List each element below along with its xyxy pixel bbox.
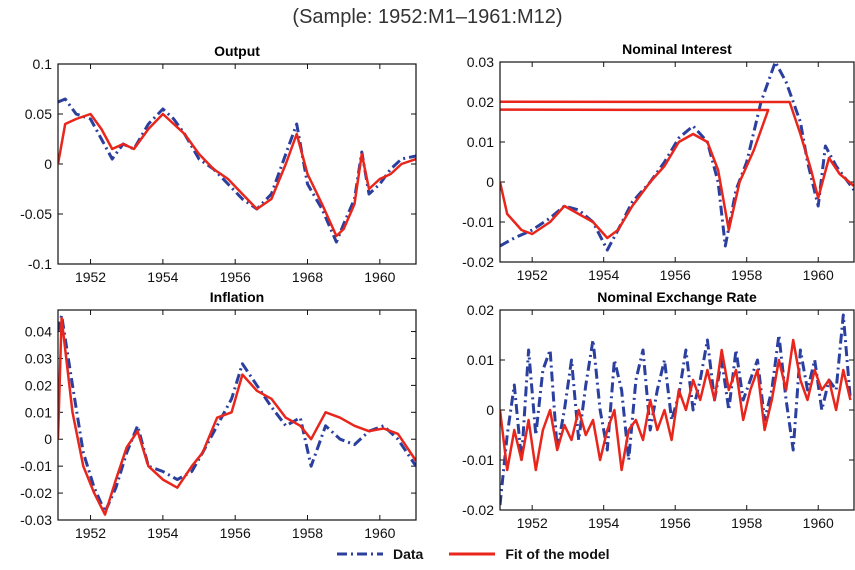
y-tick-label: 0.01	[467, 134, 494, 150]
legend-swatch-fit	[449, 552, 496, 556]
y-tick-label: 0	[44, 156, 52, 172]
y-tick-label: 0	[486, 174, 494, 190]
y-tick-label: 0.01	[25, 404, 52, 420]
figure-title: (Sample: 1952:M1–1961:M12)	[292, 6, 563, 28]
series-fit-line	[58, 316, 416, 516]
x-tick-label: 1952	[75, 525, 106, 541]
legend-swatch-data	[337, 552, 383, 556]
series-data-line	[58, 313, 416, 514]
y-tick-label: 0	[486, 402, 494, 418]
x-tick-label: 1954	[147, 525, 178, 541]
y-tick-label: 0.02	[25, 377, 52, 393]
legend-label-fit: Fit of the model	[505, 546, 610, 562]
series-fit-line	[500, 100, 854, 240]
x-tick-label: 1958	[731, 515, 762, 531]
x-tick-label: 1958	[731, 267, 762, 283]
x-tick-label: 1960	[364, 269, 395, 285]
panel-title: Output	[214, 43, 260, 59]
series-data-line	[500, 62, 854, 252]
y-tick-label: -0.1	[28, 256, 52, 272]
y-tick-label: 0.1	[33, 56, 53, 72]
panel-3: Nominal Exchange Rate -0.02 -0.01 0 0.01 0.02…	[462, 289, 855, 531]
y-tick-label: 0.04	[25, 324, 52, 340]
panel-2: Inflation -0.03 -0.02 -0.01 0 0.01 0.02 0.03 0.0…	[20, 289, 417, 541]
plot-frame	[57, 309, 417, 521]
y-tick-label: -0.01	[20, 458, 52, 474]
y-tick-label: 0	[44, 431, 52, 447]
x-tick-label: 1956	[220, 525, 251, 541]
x-tick-label: 1954	[147, 269, 178, 285]
panel-1: Nominal Interest -0.02 -0.01 0 0.01 0.02 0.03 1…	[462, 41, 855, 283]
y-tick-label: -0.03	[20, 512, 52, 528]
x-tick-label: 1956	[220, 269, 251, 285]
legend-item-fit: Fit of the model	[447, 546, 610, 562]
y-tick-label: -0.05	[20, 206, 52, 222]
y-tick-label: 0.03	[25, 350, 52, 366]
y-tick-label: -0.02	[462, 502, 494, 518]
x-tick-label: 1960	[364, 525, 395, 541]
x-tick-label: 1954	[588, 515, 619, 531]
plot-frame	[57, 63, 417, 265]
y-tick-label: 0.05	[25, 106, 52, 122]
series-data-line	[58, 97, 416, 244]
y-tick-label: -0.01	[462, 452, 494, 468]
x-tick-label: 1952	[75, 269, 106, 285]
x-tick-label: 1956	[660, 515, 691, 531]
y-tick-label: -0.02	[462, 254, 494, 270]
x-tick-label: 1960	[803, 267, 834, 283]
series-fit-line	[500, 338, 852, 472]
legend-label-data: Data	[393, 546, 424, 562]
legend-item-data: Data	[335, 546, 423, 562]
x-tick-label: 1958	[292, 525, 323, 541]
panel-title: Nominal Interest	[622, 41, 732, 57]
plot-frame	[499, 309, 855, 511]
x-tick-label: 1960	[803, 515, 834, 531]
y-tick-label: -0.02	[20, 485, 52, 501]
y-tick-label: -0.01	[462, 214, 494, 230]
y-tick-label: 0.02	[467, 302, 494, 318]
y-tick-label: 0.01	[467, 352, 494, 368]
panel-0: Output -0.1 -0.05 0 0.05 0.1 1952 1954 1956 1968 1…	[20, 43, 417, 285]
plot-frame	[499, 61, 855, 263]
x-tick-label: 1954	[588, 267, 619, 283]
y-tick-label: 0.02	[467, 94, 494, 110]
x-tick-label: 1952	[517, 267, 548, 283]
x-tick-label: 1956	[660, 267, 691, 283]
x-tick-label: 1952	[517, 515, 548, 531]
panel-title: Inflation	[210, 289, 264, 305]
y-tick-label: 0.03	[467, 54, 494, 70]
legend: Data Fit of the model	[335, 546, 634, 562]
panel-title: Nominal Exchange Rate	[597, 289, 757, 305]
series-fit-line	[58, 112, 416, 238]
x-tick-label: 1968	[292, 269, 323, 285]
